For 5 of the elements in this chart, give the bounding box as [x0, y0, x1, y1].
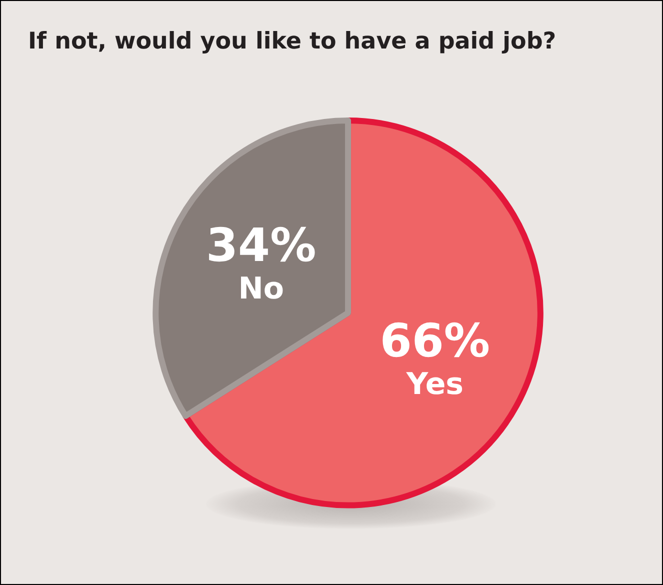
data-label: 34%	[206, 218, 316, 272]
chart-title: If not, would you like to have a paid job?	[28, 28, 556, 54]
slice-label: Yes	[405, 367, 464, 402]
slice-label: No	[238, 272, 284, 307]
data-label: 66%	[380, 314, 490, 368]
